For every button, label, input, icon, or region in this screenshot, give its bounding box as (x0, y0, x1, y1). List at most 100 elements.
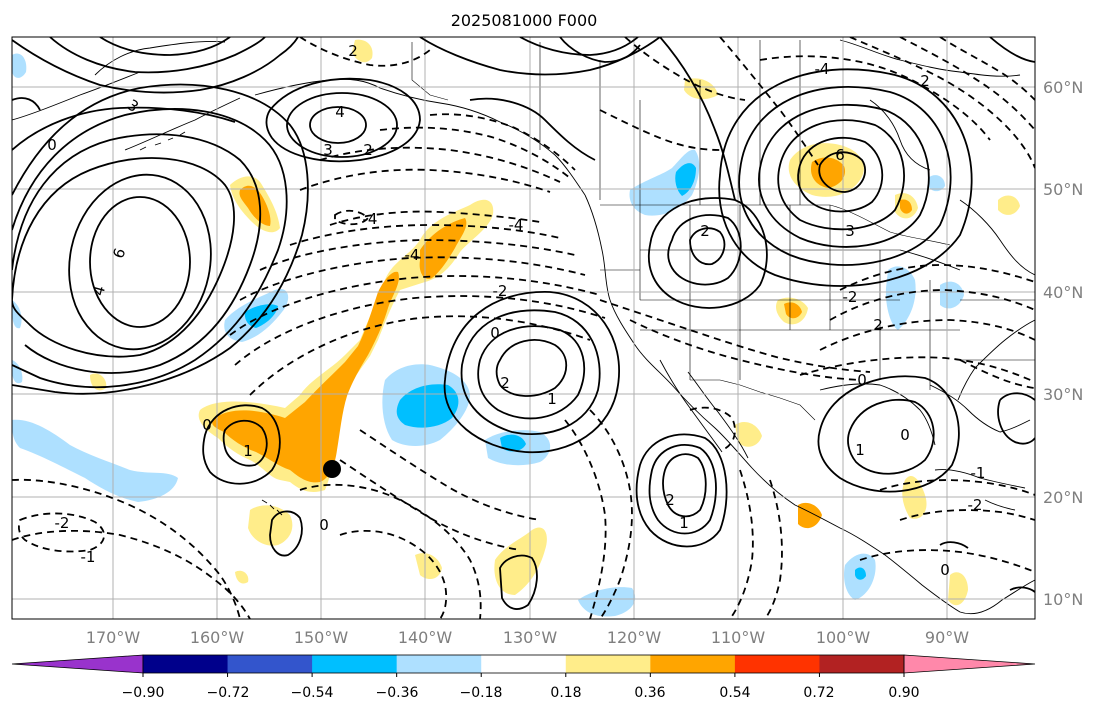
contour-ne-box (719, 37, 819, 166)
shade-positive-pac (415, 553, 442, 580)
contour-label: -2 (493, 282, 508, 300)
shade-negative-nw (12, 53, 27, 78)
contour-arc-4 (429, 113, 576, 171)
colorbar-segment (143, 655, 229, 673)
contour-mex-low (689, 406, 736, 451)
contour-trough-1b (234, 295, 606, 366)
coast-east (899, 199, 1035, 401)
contour-mex-high-2 (662, 453, 707, 518)
contour-subtropic-high-0 (443, 291, 620, 454)
contour-canada-high-6 (818, 151, 867, 193)
contour-gulf-low-3 (286, 92, 398, 158)
contour-label: -1 (81, 548, 96, 566)
contour-rockies-1 (667, 214, 742, 286)
contour-trough-1 (229, 275, 601, 336)
contour-label: -2 (55, 514, 70, 532)
lat-label: 40°N (1043, 283, 1083, 302)
coast-gulf (819, 383, 1031, 446)
contour-subtropic-high-3 (495, 339, 568, 397)
lon-label: 150°W (294, 628, 349, 647)
colorbar-extend-high (903, 654, 1036, 674)
contour-carib-1 (879, 479, 1035, 496)
shade-positive-south2 (494, 527, 547, 595)
contour-label: 2 (363, 141, 373, 159)
contour-gulfmex-0 (817, 375, 960, 493)
contour-yukon-neg2 (599, 109, 721, 151)
lon-label: 160°W (190, 628, 245, 647)
contour-label: 1 (547, 390, 557, 408)
contour-arc-1 (299, 168, 551, 193)
colorbar-segments (11, 654, 1036, 674)
colorbar-label: 0.72 (803, 685, 834, 701)
contour-label: 6 (835, 146, 845, 164)
contour-alaska-neg (299, 37, 431, 67)
contour-hi-low-0 (202, 404, 281, 485)
contour-west-small (12, 97, 41, 111)
contour-label: 0 (857, 371, 867, 389)
colorbar-segment (819, 655, 905, 673)
colorbar-label: −0.54 (291, 685, 334, 701)
contour-label: -1 (971, 464, 986, 482)
contour-southwest-1 (12, 529, 251, 619)
colorbar-segment (312, 655, 398, 673)
contour-label: 2 (873, 316, 883, 334)
contour-label: 3 (845, 222, 855, 240)
contour-canada-high-5 (797, 136, 884, 213)
colorbar-segment (734, 655, 820, 673)
contour-se-0 (939, 541, 1035, 593)
contour-hi-low-1 (222, 419, 268, 467)
contour-ne-3 (899, 37, 1035, 131)
shade-positive-upper (419, 218, 467, 279)
contour-high-west-2 (12, 108, 288, 389)
colorbar-label: 0.90 (888, 685, 919, 701)
contour-rockies-0 (647, 197, 768, 309)
latitude-labels: 10°N 20°N 30°N 40°N 50°N 60°N (1043, 78, 1083, 609)
contour-label: 0 (202, 416, 212, 434)
location-marker (323, 460, 341, 478)
shade-positive-south (248, 505, 293, 546)
map-frame (11, 36, 1036, 620)
contour-mid-1 (359, 429, 541, 521)
shade-negative-sw (12, 419, 178, 502)
contour-alaska-top3 (99, 37, 231, 56)
map-panel: 6 4 3 0 4 3 2 2 -4 -4 -4 -2 0 2 1 -2 -1 … (11, 36, 1036, 620)
contour-label: -4 (815, 60, 830, 78)
contour-label: 0 (900, 426, 910, 444)
contour-high-west-5 (68, 173, 212, 351)
contour-mex-e-2 (764, 479, 783, 619)
colorbar-extend-low (11, 654, 144, 674)
colorbar-segment (396, 655, 482, 673)
contour-mex-w-2 (564, 419, 607, 619)
contour-mid-2 (339, 459, 521, 551)
contour-label: 0 (47, 136, 57, 154)
contour-label: -4 (509, 216, 524, 234)
contour-label: -4 (405, 246, 420, 264)
coast-alaska (12, 41, 586, 196)
islands-aleutians (139, 131, 186, 151)
colorbar-frame (142, 654, 905, 674)
lat-label: 20°N (1043, 488, 1083, 507)
shade-positive-gulf-core (239, 185, 271, 226)
contour-mex-w-1 (589, 409, 633, 619)
contour-canada-high-2 (738, 85, 952, 266)
contour-east-2 (829, 289, 1035, 321)
lat-label: 60°N (1043, 78, 1083, 97)
contour-trough-3 (289, 224, 561, 246)
contour-high-west-3 (12, 133, 262, 374)
contour-south-1 (299, 483, 482, 619)
shade-positive-mex (735, 422, 762, 447)
contour-label: 3 (323, 141, 333, 159)
colorbar-ticks (142, 673, 905, 677)
colorbar-label: 0.18 (550, 685, 581, 701)
contour-yukon-neg (624, 37, 746, 101)
contour-canada-high-4 (777, 119, 905, 231)
contour-south-1b (339, 530, 448, 619)
contour-trough-4 (329, 210, 541, 226)
colorbar-segment (481, 655, 567, 673)
shade-negative-bc-core (675, 163, 696, 196)
contour-east-1 (839, 264, 1035, 291)
contour-yukon-3 (559, 37, 641, 63)
contour-rockies-2 (689, 227, 726, 266)
contour-label: 2 (500, 374, 510, 392)
colorbar-label: −0.90 (122, 685, 165, 701)
